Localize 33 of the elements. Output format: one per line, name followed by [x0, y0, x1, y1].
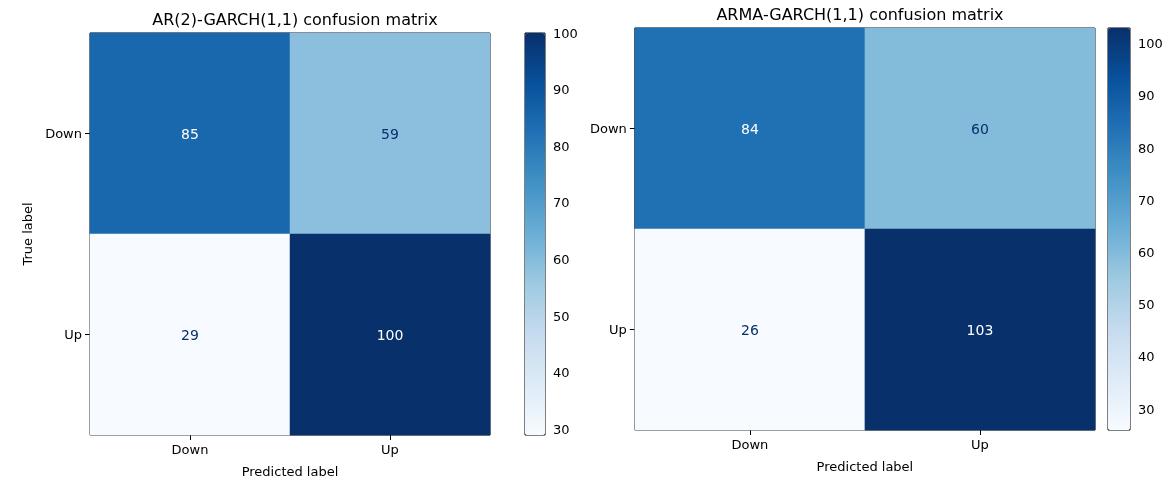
x-axis-title: Predicted label	[241, 464, 339, 479]
color-bar-label: 30	[553, 421, 570, 437]
x-tick-label: Up	[971, 437, 989, 452]
color-bar-label: 60	[1138, 244, 1155, 260]
color-bar-label: 50	[1138, 297, 1155, 313]
color-bar-label: 30	[1138, 401, 1155, 417]
x-axis-title: Predicted label	[816, 459, 914, 474]
color-bar-label: 70	[1138, 192, 1155, 208]
color-bar-label: 70	[553, 195, 570, 211]
color-bar-label: 80	[1138, 140, 1155, 156]
data-label: 60	[971, 120, 989, 137]
color-bar-label: 80	[553, 138, 570, 154]
x-tick-label: Down	[731, 437, 769, 452]
x-tick-label: Down	[171, 442, 209, 457]
color-bar-label: 90	[553, 82, 570, 98]
chart-title: AR(2)-GARCH(1,1) confusion matrix	[152, 9, 438, 29]
data-label: 29	[181, 326, 199, 343]
color-bar-label: 90	[1138, 88, 1155, 104]
data-label: 84	[740, 120, 759, 137]
data-label: 59	[381, 125, 399, 142]
color-bar-label: 50	[553, 308, 570, 324]
data-label: 26	[740, 321, 759, 338]
color-bar-label: 100	[1138, 36, 1163, 52]
y-axis-title: True label	[20, 202, 36, 267]
data-label: 100	[376, 326, 404, 343]
color-bar-label: 60	[553, 251, 570, 267]
data-label: 85	[181, 125, 199, 142]
color-bar-label: 100	[553, 25, 578, 41]
color-bar-label: 40	[1138, 349, 1155, 365]
x-tick-label: Up	[381, 442, 399, 457]
color-bar-label: 40	[553, 365, 570, 381]
chart-title: ARMA-GARCH(1,1) confusion matrix	[716, 4, 1004, 24]
data-label: 103	[966, 321, 994, 338]
